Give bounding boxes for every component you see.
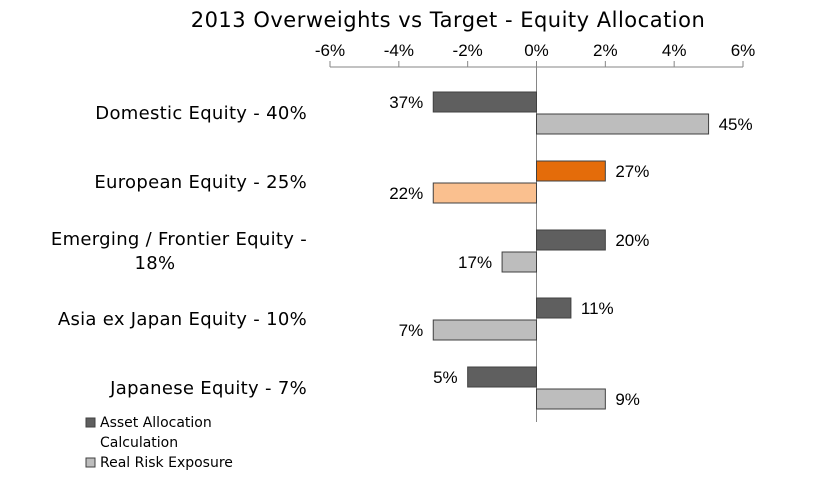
x-tick-label: 0% xyxy=(524,41,549,60)
bar xyxy=(432,182,537,204)
x-tick-label: 6% xyxy=(731,41,756,60)
bar xyxy=(432,91,537,113)
bar xyxy=(536,229,606,251)
data-label: 27% xyxy=(615,162,649,181)
bar xyxy=(536,113,710,135)
category-label: Emerging / Frontier Equity - xyxy=(51,229,307,250)
legend-label: Real Risk Exposure xyxy=(100,455,233,471)
data-label: 11% xyxy=(581,299,614,318)
data-label: 20% xyxy=(615,231,649,250)
data-label: 9% xyxy=(615,390,640,409)
data-label: 45% xyxy=(719,115,753,134)
x-tick-label: 2% xyxy=(593,41,618,60)
legend-swatch xyxy=(85,417,96,428)
legend-swatch xyxy=(85,457,96,468)
bar xyxy=(467,366,537,388)
bar xyxy=(536,388,606,410)
legend: Asset Allocation Calculation Real Risk Exp… xyxy=(85,415,233,471)
data-label: 7% xyxy=(399,321,424,340)
category-label: Japanese Equity - 7% xyxy=(109,378,307,399)
category-label: 18% xyxy=(135,253,176,274)
bar xyxy=(536,160,606,182)
x-tick-label: -6% xyxy=(315,41,345,60)
x-tick-label: 4% xyxy=(662,41,687,60)
data-labels: 37% 27% 20% 11% 5% 45% 22% 17% 7% 9% xyxy=(389,93,752,409)
category-label: Asia ex Japan Equity - 10% xyxy=(58,309,307,330)
category-label: Domestic Equity - 40% xyxy=(95,103,307,124)
data-label: 22% xyxy=(389,184,423,203)
legend-label: Asset Allocation xyxy=(100,415,212,431)
bar xyxy=(501,251,538,273)
category-labels: Domestic Equity - 40% European Equity - 2… xyxy=(51,103,307,399)
bars xyxy=(432,91,710,410)
data-label: 5% xyxy=(433,368,458,387)
bar xyxy=(536,297,572,319)
data-label: 17% xyxy=(458,253,492,272)
bar xyxy=(432,319,537,341)
x-tick-label: -4% xyxy=(384,41,414,60)
legend-label: Calculation xyxy=(100,435,178,451)
x-tick-label: -2% xyxy=(453,41,483,60)
data-label: 37% xyxy=(389,93,423,112)
chart-title: 2013 Overweights vs Target - Equity Allo… xyxy=(191,8,706,32)
category-label: European Equity - 25% xyxy=(94,172,307,193)
